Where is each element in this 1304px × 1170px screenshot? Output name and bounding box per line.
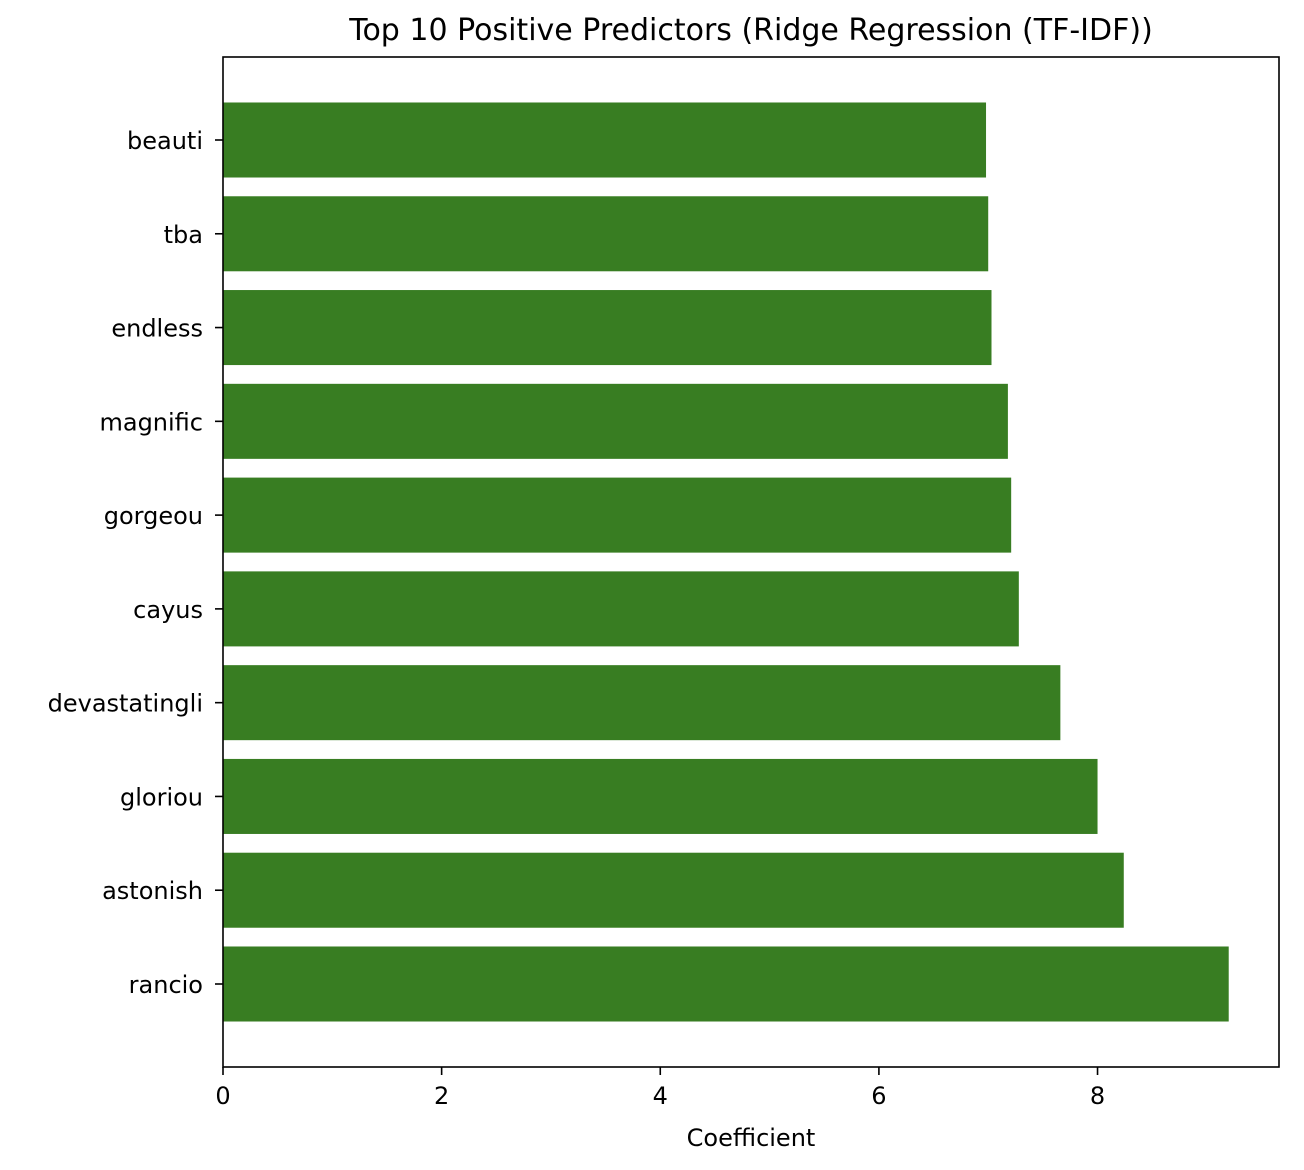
- bar-tba: [223, 196, 989, 272]
- y-tick-label: endless: [111, 315, 203, 343]
- x-axis-ticks: 0 2 4 6 8: [215, 1067, 1105, 1110]
- bar-devastatingli: [223, 665, 1061, 741]
- x-tick-label: 8: [1090, 1082, 1105, 1110]
- x-tick-label: 0: [215, 1082, 230, 1110]
- y-tick-label: devastatingli: [48, 690, 203, 718]
- y-tick-label: gloriou: [120, 783, 203, 811]
- bar-gloriou: [223, 758, 1098, 834]
- bar-astonish: [223, 852, 1124, 928]
- y-tick-label: rancio: [129, 971, 203, 999]
- y-tick-label: gorgeou: [104, 502, 203, 530]
- x-tick-label: 6: [871, 1082, 886, 1110]
- chart-title: Top 10 Positive Predictors (Ridge Regres…: [348, 13, 1153, 48]
- x-axis-label: Coefficient: [687, 1124, 816, 1152]
- y-axis-ticks: rancio astonish gloriou devastatingli cayus g…: [48, 127, 223, 999]
- bar-cayus: [223, 571, 1019, 647]
- bar-beauti: [223, 102, 987, 178]
- x-tick-label: 2: [434, 1082, 449, 1110]
- y-tick-label: tba: [164, 221, 203, 249]
- y-tick-label: astonish: [102, 877, 203, 905]
- x-tick-label: 4: [653, 1082, 668, 1110]
- bar-magnific: [223, 383, 1008, 459]
- bars-group: [223, 102, 1229, 1022]
- y-tick-label: beauti: [127, 127, 203, 155]
- bar-rancio: [223, 946, 1229, 1022]
- plot-frame: [222, 56, 1280, 1068]
- bar-gorgeou: [223, 477, 1012, 553]
- bar-endless: [223, 290, 992, 366]
- y-tick-label: magnific: [99, 408, 203, 436]
- y-tick-label: cayus: [133, 596, 203, 624]
